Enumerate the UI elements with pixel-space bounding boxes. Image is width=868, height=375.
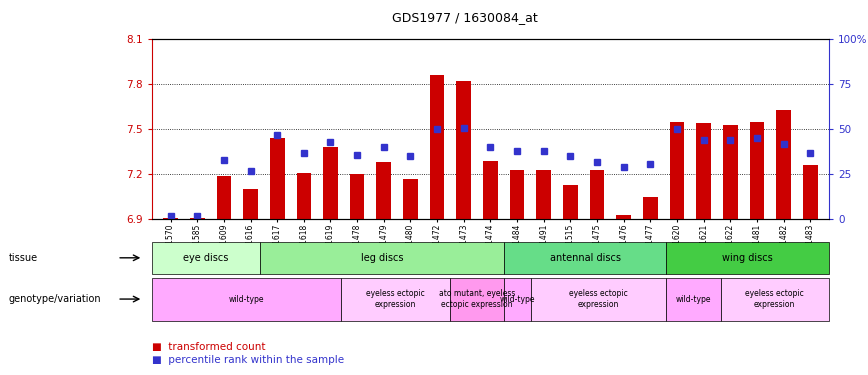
Bar <box>563 185 578 219</box>
Bar <box>536 170 551 219</box>
Text: ■  percentile rank within the sample: ■ percentile rank within the sample <box>152 355 344 365</box>
Bar <box>243 189 258 219</box>
Text: genotype/variation: genotype/variation <box>9 294 102 304</box>
Bar <box>750 122 765 219</box>
Text: wild-type: wild-type <box>500 295 536 304</box>
Text: ■  transformed count: ■ transformed count <box>152 342 266 352</box>
Text: ato mutant, eyeless
ectopic expression: ato mutant, eyeless ectopic expression <box>438 290 515 309</box>
Text: eyeless ectopic
expression: eyeless ectopic expression <box>366 290 425 309</box>
Bar <box>483 161 497 219</box>
Bar <box>270 138 285 219</box>
Bar <box>776 110 791 219</box>
Bar <box>377 162 391 219</box>
Bar <box>297 173 311 219</box>
Text: wild-type: wild-type <box>229 295 265 304</box>
Bar <box>696 123 711 219</box>
Bar <box>670 122 684 219</box>
Text: GDS1977 / 1630084_at: GDS1977 / 1630084_at <box>391 11 537 24</box>
Bar <box>616 215 631 219</box>
Bar <box>323 147 338 219</box>
Text: wild-type: wild-type <box>676 295 711 304</box>
Bar <box>457 81 471 219</box>
Text: wing discs: wing discs <box>722 253 773 263</box>
Bar <box>350 174 365 219</box>
Bar <box>403 179 418 219</box>
Bar <box>430 75 444 219</box>
Bar <box>163 218 178 219</box>
Bar <box>803 165 818 219</box>
Text: antennal discs: antennal discs <box>549 253 621 263</box>
Bar <box>510 170 524 219</box>
Text: eyeless ectopic
expression: eyeless ectopic expression <box>746 290 804 309</box>
Bar <box>589 170 604 219</box>
Bar <box>723 125 738 219</box>
Bar <box>643 197 658 219</box>
Text: tissue: tissue <box>9 253 38 263</box>
Text: eyeless ectopic
expression: eyeless ectopic expression <box>569 290 628 309</box>
Bar <box>190 218 205 219</box>
Text: eye discs: eye discs <box>183 253 229 263</box>
Bar <box>216 176 231 219</box>
Text: leg discs: leg discs <box>361 253 404 263</box>
